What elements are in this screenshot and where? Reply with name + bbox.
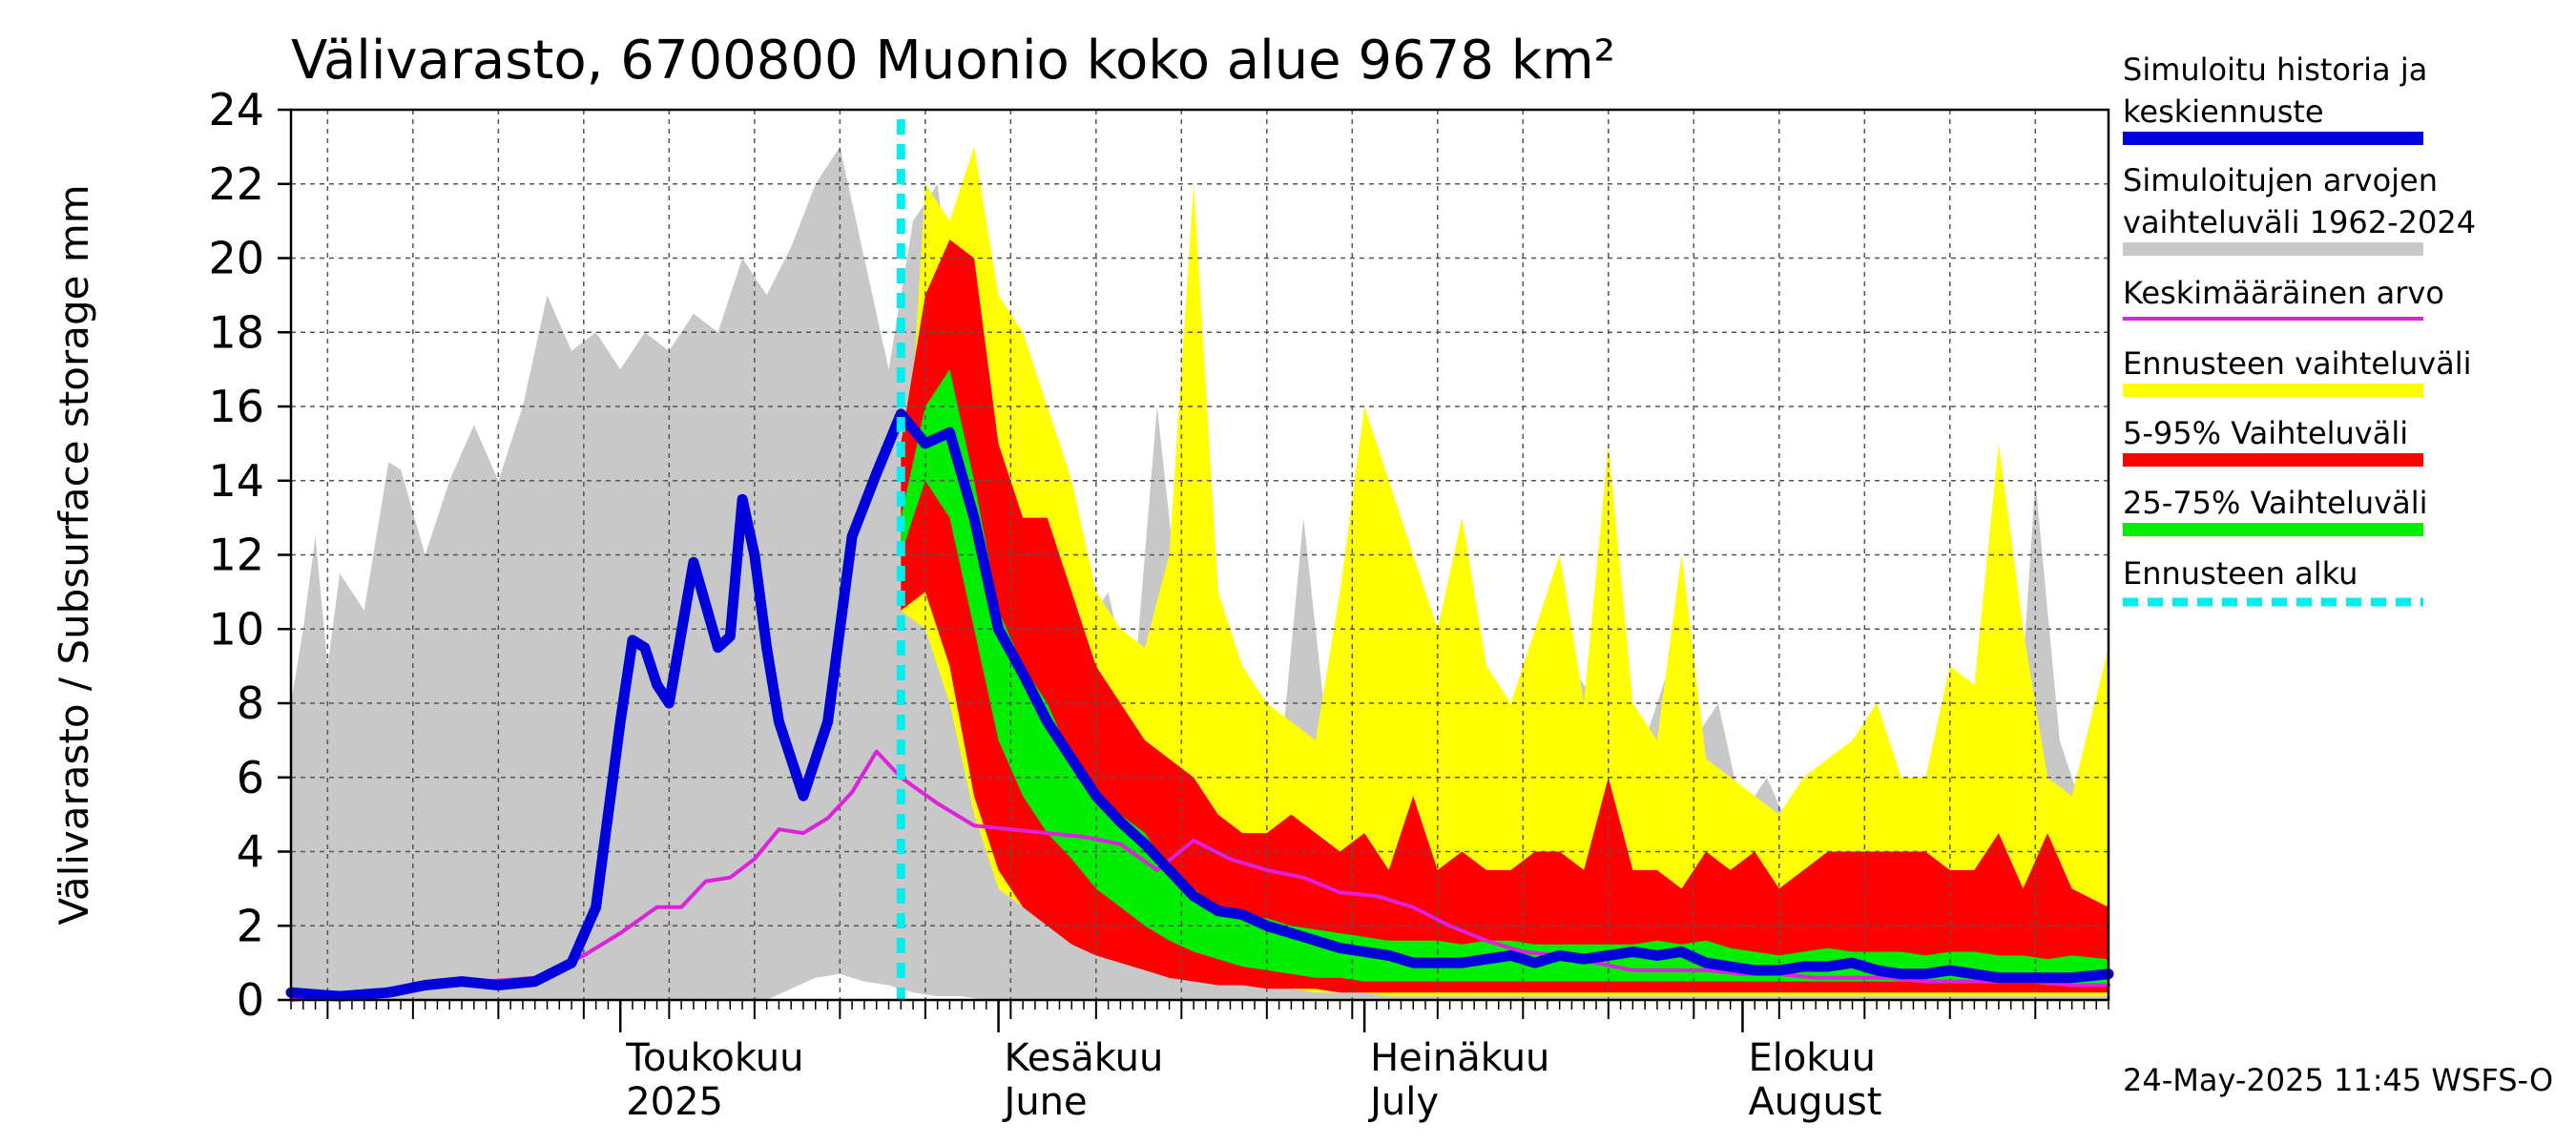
series-line-0 xyxy=(289,749,2110,1002)
legend-label: 5-95% Vaihteluväli xyxy=(2123,415,2408,451)
y-tick-label: 10 xyxy=(208,603,264,655)
legend-label: Keskimääräinen arvo xyxy=(2123,275,2444,311)
y-tick-label: 4 xyxy=(237,826,264,878)
legend-label: Simuloitu historia ja xyxy=(2123,52,2427,88)
footer-timestamp: 24-May-2025 11:45 WSFS-O xyxy=(2123,1062,2553,1098)
y-tick-label: 24 xyxy=(208,84,264,135)
band-layer xyxy=(291,146,2109,1000)
legend-label: Simuloitujen arvojen xyxy=(2123,162,2438,198)
y-tick-label: 12 xyxy=(208,530,264,581)
y-tick-label: 0 xyxy=(237,974,264,1026)
legend-label-line2: keskiennuste xyxy=(2123,94,2324,130)
band-2 xyxy=(901,239,2109,993)
y-tick-label: 20 xyxy=(208,233,264,284)
month-label: Toukokuu xyxy=(625,1036,803,1080)
y-axis-label: Välivarasto / Subsurface storage mm xyxy=(51,184,97,925)
chart-title: Välivarasto, 6700800 Muonio koko alue 96… xyxy=(291,30,1615,92)
legend: Simuloitu historia ja keskiennuste Simuloi… xyxy=(2123,52,2476,607)
y-tick-label: 14 xyxy=(208,455,264,507)
y-tick-label: 6 xyxy=(237,752,264,803)
legend-label: Ennusteen alku xyxy=(2123,555,2358,592)
month-sublabel: July xyxy=(1367,1080,1439,1124)
y-tick-label: 22 xyxy=(208,158,264,210)
month-sublabel: 2025 xyxy=(626,1080,723,1124)
month-label: Heinäkuu xyxy=(1370,1036,1549,1080)
line-layer xyxy=(285,119,2114,1002)
month-sublabel: June xyxy=(1002,1080,1088,1124)
y-tick-label: 18 xyxy=(208,306,264,358)
y-tick-label: 8 xyxy=(237,677,264,729)
series-line-1 xyxy=(285,408,2114,1002)
month-label: Elokuu xyxy=(1748,1036,1876,1080)
legend-label: Ennusteen vaihteluväli xyxy=(2123,345,2472,382)
axes-layer xyxy=(278,108,2110,1032)
legend-label: 25-75% Vaihteluväli xyxy=(2123,485,2427,521)
month-label: Kesäkuu xyxy=(1005,1036,1164,1080)
month-sublabel: August xyxy=(1748,1080,1881,1124)
y-tick-label: 16 xyxy=(208,381,264,432)
legend-label-line2: vaihteluväli 1962-2024 xyxy=(2123,204,2476,240)
band-1 xyxy=(901,146,2109,997)
y-tick-label: 2 xyxy=(237,900,264,951)
